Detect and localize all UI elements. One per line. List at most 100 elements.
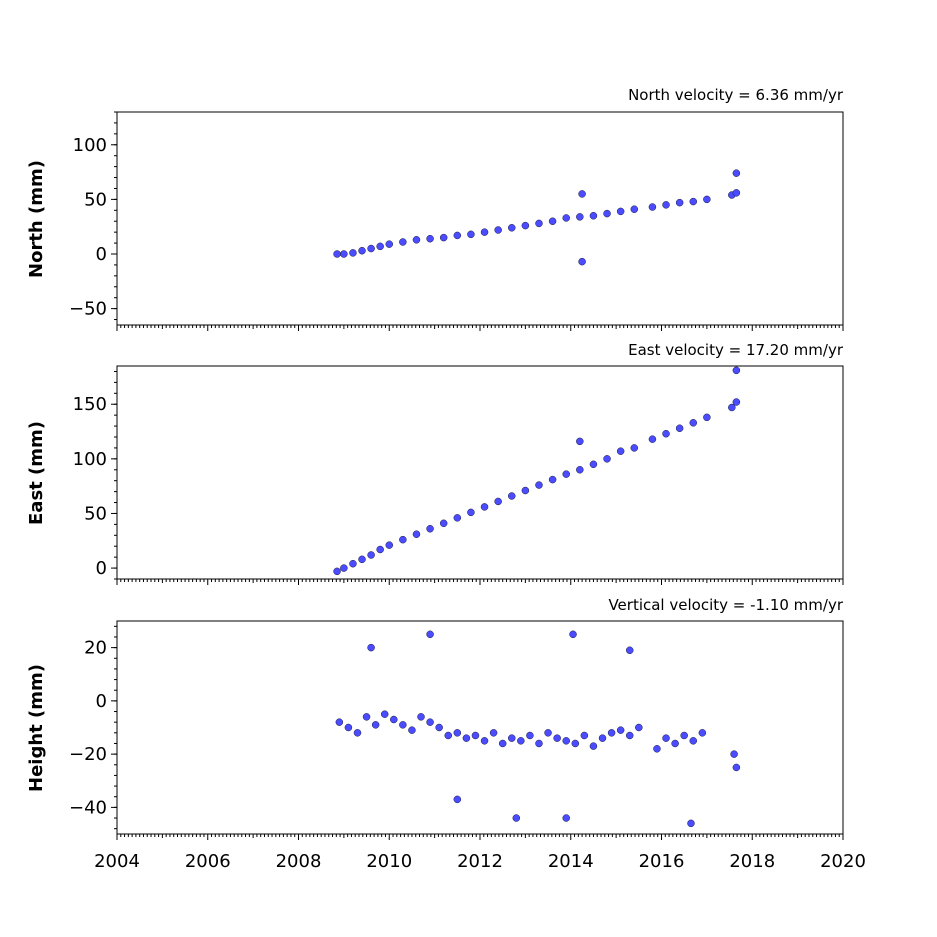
north-data-point <box>439 233 448 242</box>
east-ytick-label: 0 <box>96 558 107 579</box>
height-data-point <box>625 646 634 655</box>
height-points <box>335 630 741 828</box>
height-data-point <box>653 745 661 753</box>
height-data-point <box>732 763 741 772</box>
north-data-point <box>662 201 670 209</box>
east-velocity-title: East velocity = 17.20 mm/yr <box>628 341 844 359</box>
north-data-point <box>603 209 611 218</box>
north-ylabel: North (mm) <box>26 160 47 278</box>
east-ytick-label: 100 <box>73 449 107 470</box>
east-panel: East velocity = 17.20 mm/yr East (mm) 15… <box>26 341 844 585</box>
north-data-point <box>385 240 393 248</box>
east-ylabel: East (mm) <box>26 421 47 525</box>
north-points <box>333 169 741 266</box>
east-data-point <box>376 545 384 554</box>
height-data-point <box>435 723 443 732</box>
east-points <box>333 366 741 576</box>
height-data-point <box>480 737 489 745</box>
east-data-point <box>589 460 598 469</box>
north-data-point <box>535 219 543 228</box>
east-data-point <box>385 541 393 549</box>
north-data-point <box>358 246 366 255</box>
east-data-point <box>340 564 348 572</box>
north-data-point <box>367 244 375 253</box>
north-data-point <box>399 238 407 246</box>
east-data-point <box>333 567 341 576</box>
height-data-point <box>399 721 407 729</box>
north-data-point <box>412 236 421 244</box>
height-data-point <box>390 715 398 724</box>
north-data-point <box>453 231 462 240</box>
north-data-point <box>521 221 530 230</box>
height-panel: Vertical velocity = -1.10 mm/yr Height (… <box>26 596 866 872</box>
height-ytick-label: −40 <box>69 797 107 818</box>
north-data-point <box>480 228 489 236</box>
north-velocity-title: North velocity = 6.36 mm/yr <box>628 86 844 104</box>
xtick-label: 2010 <box>366 851 412 872</box>
height-data-point <box>535 739 543 748</box>
height-ytick-label: 20 <box>84 638 107 659</box>
north-data-point <box>340 250 348 258</box>
north-xticks <box>116 325 844 331</box>
east-data-point <box>349 559 357 568</box>
height-data-point <box>687 819 695 828</box>
height-data-point <box>367 643 375 652</box>
east-data-point <box>358 555 366 564</box>
east-data-point <box>703 413 711 422</box>
east-data-point <box>535 481 543 489</box>
east-data-point <box>480 503 489 511</box>
height-data-point <box>508 734 516 742</box>
east-data-point <box>521 486 530 495</box>
north-data-point <box>376 242 384 251</box>
north-data-point <box>548 217 557 225</box>
height-data-point <box>408 726 416 734</box>
north-data-point <box>349 249 357 257</box>
height-data-point <box>344 723 353 732</box>
height-data-point <box>335 718 344 726</box>
east-plot-frame <box>116 365 844 580</box>
xtick-label: 2004 <box>94 851 140 872</box>
height-data-point <box>498 739 507 748</box>
height-ylabel: Height (mm) <box>26 664 47 792</box>
height-data-point <box>517 737 525 745</box>
east-data-point <box>648 435 657 443</box>
north-data-point <box>630 205 639 213</box>
height-data-point <box>453 729 462 737</box>
height-data-point <box>671 739 679 748</box>
east-data-point <box>576 466 584 474</box>
east-data-point <box>728 403 736 412</box>
height-data-point <box>635 723 643 732</box>
height-data-point <box>689 737 698 745</box>
xtick-label: 2006 <box>185 851 231 872</box>
height-data-point <box>569 630 577 639</box>
height-data-point <box>698 729 707 737</box>
height-data-point <box>680 731 688 740</box>
xtick-label: 2016 <box>639 851 685 872</box>
north-data-point <box>333 250 341 258</box>
height-data-point <box>544 729 552 737</box>
east-data-point <box>689 419 698 427</box>
xtick-label: 2018 <box>729 851 775 872</box>
height-data-point <box>625 731 634 740</box>
east-data-point <box>732 398 741 406</box>
height-data-point <box>444 731 452 740</box>
north-data-point <box>508 224 516 232</box>
xtick-label: 2012 <box>457 851 503 872</box>
xtick-label: 2008 <box>276 851 322 872</box>
north-data-point <box>648 203 657 211</box>
height-data-point <box>526 731 534 740</box>
north-data-point <box>689 197 698 206</box>
east-data-point <box>367 551 375 559</box>
height-data-point <box>489 729 498 737</box>
height-data-point <box>353 729 362 737</box>
east-ytick-label: 150 <box>73 394 107 415</box>
north-data-point <box>675 198 684 207</box>
north-ytick-label: 100 <box>73 135 107 156</box>
east-data-point <box>576 437 584 446</box>
north-ytick-label: 0 <box>96 244 107 265</box>
height-ytick-label: 0 <box>96 691 107 712</box>
xtick-label: 2020 <box>820 851 866 872</box>
height-data-point <box>471 731 480 740</box>
east-yticks: 150 100 50 0 <box>73 370 117 580</box>
